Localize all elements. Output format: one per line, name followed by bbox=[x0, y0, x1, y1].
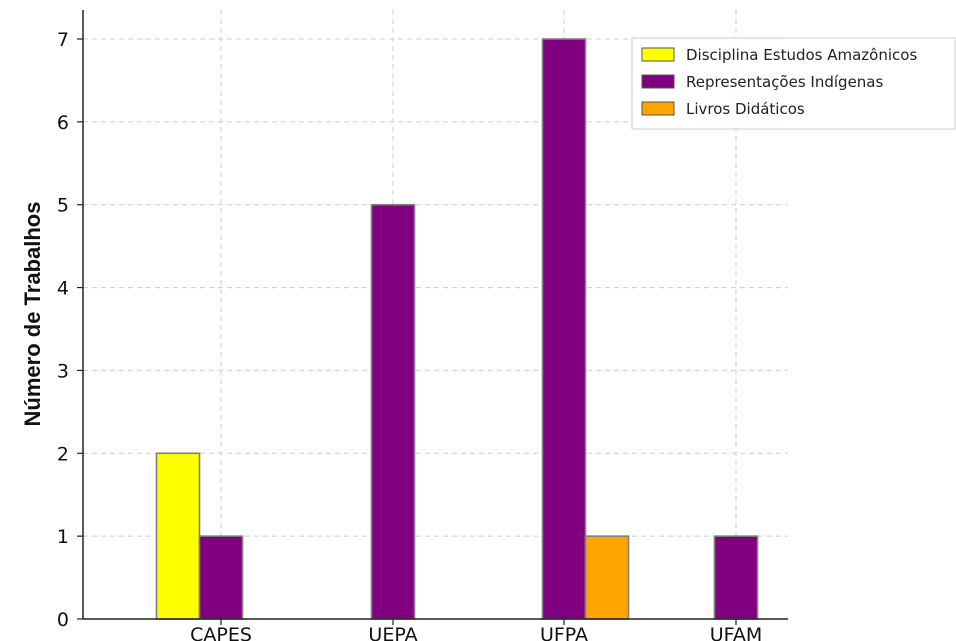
y-tick-labels: 0 1 2 3 4 5 6 7 bbox=[57, 29, 83, 631]
bar-uepa-series-2 bbox=[370, 203, 416, 620]
axes bbox=[82, 10, 788, 620]
legend-entry-label: Representações Indígenas bbox=[686, 73, 883, 91]
x-tick-label: CAPES bbox=[190, 624, 252, 641]
y-tick-label: 2 bbox=[57, 443, 69, 465]
bar-capes-series-2 bbox=[198, 535, 244, 620]
x-tick-label: UEPA bbox=[368, 624, 417, 641]
y-axis-label: Número de Trabalhos bbox=[20, 202, 45, 427]
x-tick-label: UFAM bbox=[710, 624, 762, 641]
x-tick-label: UFPA bbox=[540, 624, 588, 641]
y-tick-label: 0 bbox=[57, 609, 69, 631]
x-tick-labels: CAPES UEPA UFPA UFAM bbox=[190, 619, 762, 641]
bar-capes-series-1 bbox=[155, 452, 201, 620]
bar-ufam-series-2 bbox=[713, 535, 759, 620]
bar-ufpa-series-2 bbox=[541, 38, 587, 620]
legend-swatch bbox=[641, 101, 675, 116]
bar-ufpa-series-3 bbox=[584, 535, 630, 620]
y-tick-label: 1 bbox=[57, 526, 69, 548]
bars bbox=[155, 38, 759, 620]
legend-entry-label: Disciplina Estudos Amazônicos bbox=[686, 46, 917, 64]
y-tick-label: 7 bbox=[57, 29, 69, 51]
y-tick-label: 6 bbox=[57, 112, 69, 134]
legend-box bbox=[631, 37, 956, 130]
legend-entry-label: Livros Didáticos bbox=[686, 100, 805, 118]
y-tick-label: 4 bbox=[57, 278, 69, 300]
y-tick-label: 5 bbox=[57, 195, 69, 217]
legend: Disciplina Estudos Amazônicos Representaç… bbox=[631, 37, 956, 130]
legend-swatch bbox=[641, 74, 675, 89]
legend-swatch bbox=[641, 47, 675, 62]
y-tick-label: 3 bbox=[57, 360, 69, 382]
